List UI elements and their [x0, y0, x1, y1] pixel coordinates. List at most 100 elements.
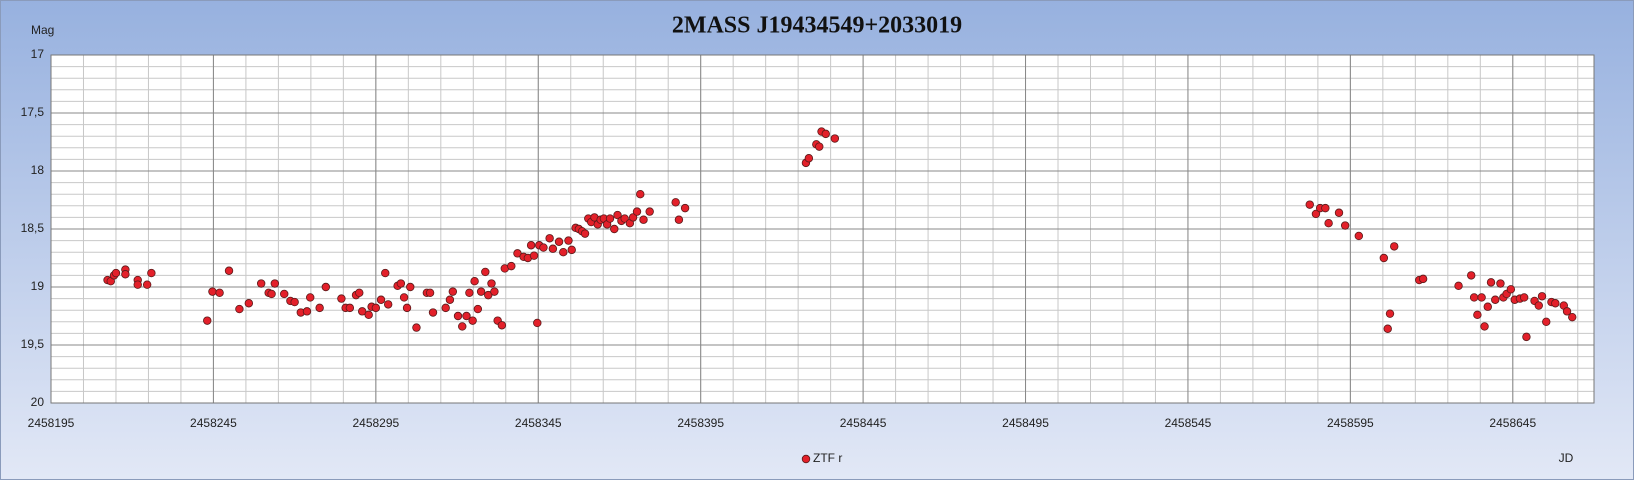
data-point	[412, 323, 421, 332]
data-point	[425, 288, 435, 297]
data-point	[399, 293, 409, 302]
data-point	[448, 287, 458, 296]
data-point	[487, 279, 496, 288]
y-tick-label: 20	[31, 395, 45, 409]
y-axis-label: Mag	[31, 23, 54, 37]
data-point	[270, 279, 280, 288]
x-tick-label: 2458545	[1165, 416, 1212, 430]
data-point	[554, 237, 564, 246]
y-tick-label: 18,5	[21, 221, 45, 235]
data-point	[244, 299, 254, 308]
legend-marker	[801, 454, 811, 464]
data-point	[490, 287, 499, 296]
data-point	[121, 270, 130, 279]
data-point	[224, 266, 234, 275]
x-tick-label: 2458195	[28, 416, 75, 430]
data-point	[804, 154, 814, 163]
data-point	[290, 297, 299, 307]
y-tick-label: 17	[31, 47, 45, 61]
data-point	[383, 300, 393, 309]
data-point	[605, 214, 615, 223]
data-point	[1568, 312, 1577, 322]
data-point	[1522, 332, 1531, 342]
legend-label: ZTF r	[813, 451, 842, 465]
data-point	[142, 280, 152, 289]
data-point	[1383, 324, 1392, 333]
data-point	[208, 287, 217, 296]
data-point	[821, 129, 830, 139]
data-point	[1390, 242, 1399, 251]
data-point	[548, 244, 558, 253]
chart-title: 2MASS J19434549+2033019	[672, 13, 962, 39]
data-point	[1542, 317, 1551, 326]
data-point	[507, 261, 516, 271]
data-point	[473, 304, 483, 314]
data-point	[371, 303, 381, 313]
data-point	[513, 249, 522, 258]
data-point	[1483, 302, 1492, 311]
data-point	[564, 236, 573, 245]
data-point	[1379, 253, 1389, 263]
data-point	[203, 316, 212, 325]
plot-border	[50, 54, 1595, 404]
data-point	[1473, 310, 1482, 320]
data-point	[645, 207, 654, 216]
data-point	[533, 318, 542, 328]
data-point	[470, 277, 479, 286]
data-point	[639, 215, 648, 224]
data-point	[355, 288, 364, 297]
data-point	[620, 214, 629, 223]
data-point	[1454, 281, 1463, 291]
x-tick-label: 2458595	[1327, 416, 1374, 430]
data-point	[376, 295, 386, 304]
data-point	[1321, 203, 1330, 213]
data-point	[428, 308, 438, 317]
data-point	[481, 267, 490, 277]
data-point	[674, 215, 684, 224]
data-point	[1491, 295, 1500, 304]
data-point	[539, 243, 548, 252]
data-point	[364, 310, 373, 320]
x-tick-label: 2458345	[515, 416, 562, 430]
data-point	[111, 268, 121, 278]
data-point	[1469, 293, 1479, 302]
data-point	[402, 303, 412, 313]
data-point	[1477, 293, 1486, 302]
data-point	[267, 289, 276, 299]
data-point	[453, 311, 463, 321]
data-point	[468, 316, 477, 325]
data-point	[545, 234, 554, 243]
data-point	[671, 198, 680, 207]
data-point	[1305, 200, 1314, 209]
data-point	[497, 321, 507, 330]
data-point	[302, 307, 312, 316]
data-point	[1496, 279, 1505, 288]
data-point	[559, 247, 568, 257]
data-point	[280, 289, 289, 299]
data-point	[1334, 208, 1344, 217]
data-point	[567, 245, 576, 255]
x-tick-label: 2458295	[352, 416, 399, 430]
data-point	[815, 142, 824, 151]
data-point	[147, 268, 156, 278]
data-point	[1562, 307, 1572, 316]
data-point	[1519, 293, 1529, 302]
data-point	[632, 207, 642, 216]
data-point	[636, 189, 645, 199]
data-point	[345, 303, 355, 313]
y-tick-label: 19,5	[21, 337, 45, 351]
data-point	[337, 294, 346, 303]
data-point	[458, 322, 467, 331]
data-point	[613, 210, 622, 220]
data-point	[830, 134, 840, 143]
data-point	[441, 303, 450, 313]
data-point	[1311, 209, 1321, 219]
x-tick-label: 2458395	[677, 416, 724, 430]
data-point	[1486, 278, 1496, 287]
data-point	[306, 293, 315, 302]
data-point	[321, 282, 331, 292]
x-tick-label: 2458245	[190, 416, 237, 430]
data-point	[357, 307, 367, 316]
y-tick-label: 17,5	[21, 105, 45, 119]
data-point	[406, 282, 415, 292]
